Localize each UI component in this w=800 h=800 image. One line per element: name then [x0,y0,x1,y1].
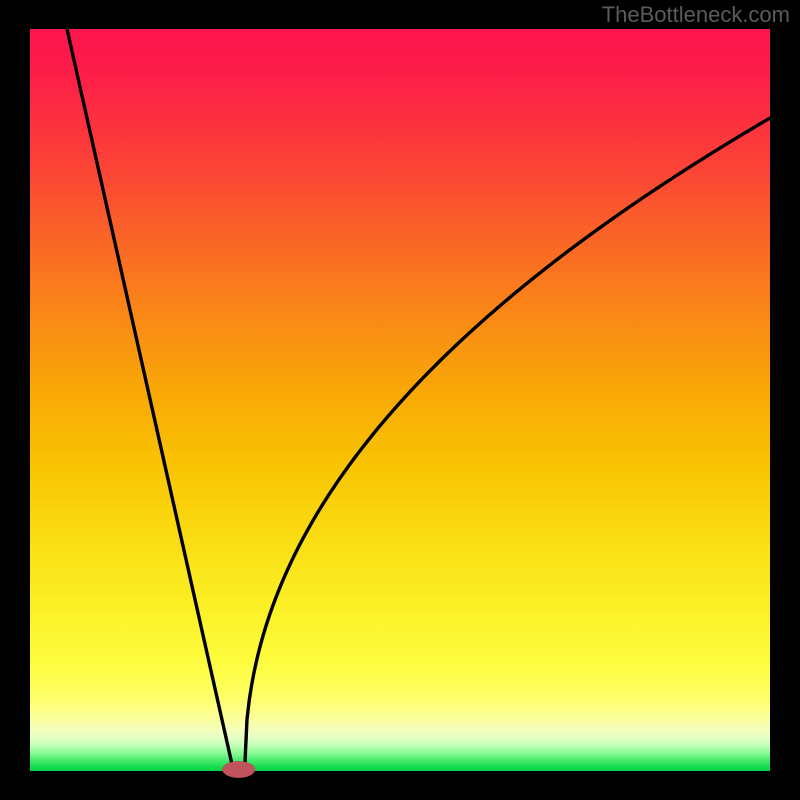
watermark-text: TheBottleneck.com [602,2,790,27]
vertex-marker [222,761,255,777]
chart-root: TheBottleneck.com [0,0,800,800]
chart-svg: TheBottleneck.com [0,0,800,800]
gradient-plot-area [30,29,770,771]
